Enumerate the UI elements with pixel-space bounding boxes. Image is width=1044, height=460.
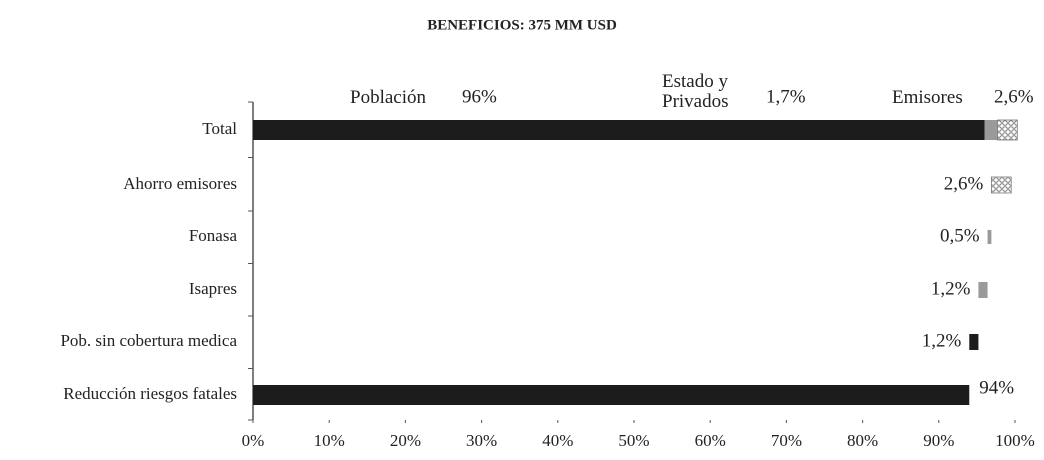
x-tick-label: 60%	[695, 431, 726, 450]
x-tick-label: 50%	[618, 431, 649, 450]
series-name: Estado y Privados	[662, 71, 729, 112]
bar	[984, 120, 998, 140]
value-label: 0,5%	[940, 225, 980, 246]
value-label: 1,7%	[766, 86, 806, 107]
bar	[990, 176, 1012, 194]
series-name: Emisores	[892, 87, 963, 108]
bar	[978, 282, 988, 298]
bar	[253, 120, 985, 140]
x-tick-label: 20%	[390, 431, 421, 450]
category-label: Pob. sin cobertura medica	[60, 331, 237, 350]
x-tick-label: 10%	[314, 431, 345, 450]
value-label: 1,2%	[931, 278, 971, 299]
category-label: Reducción riesgos fatales	[63, 384, 237, 403]
x-tick-label: 100%	[995, 431, 1035, 450]
value-label: 96%	[462, 86, 497, 107]
category-label: Fonasa	[189, 226, 238, 245]
chart-title: BENEFICIOS: 375 MM USD	[427, 17, 617, 33]
value-label: 2,6%	[994, 86, 1034, 107]
bar	[997, 119, 1018, 141]
category-label: Ahorro emisores	[123, 174, 237, 193]
value-label: 1,2%	[922, 330, 962, 351]
value-label: 94%	[979, 377, 1014, 398]
category-label: Total	[202, 119, 237, 138]
value-label: 2,6%	[944, 173, 984, 194]
x-tick-label: 40%	[542, 431, 573, 450]
x-tick-label: 70%	[771, 431, 802, 450]
category-label: Isapres	[189, 279, 237, 298]
bar	[969, 334, 979, 350]
bar	[253, 385, 970, 405]
x-tick-label: 80%	[847, 431, 878, 450]
bar	[987, 230, 992, 244]
x-tick-label: 0%	[242, 431, 265, 450]
x-tick-label: 30%	[466, 431, 497, 450]
series-name: Población	[350, 87, 426, 108]
x-tick-label: 90%	[923, 431, 954, 450]
